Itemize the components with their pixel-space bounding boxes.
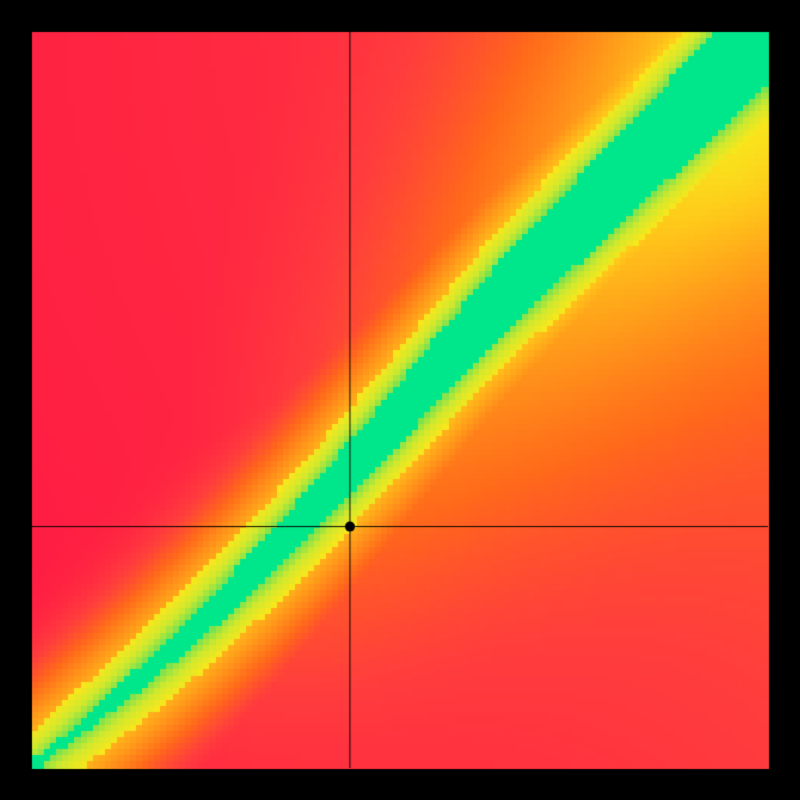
bottleneck-heatmap: [0, 0, 800, 800]
